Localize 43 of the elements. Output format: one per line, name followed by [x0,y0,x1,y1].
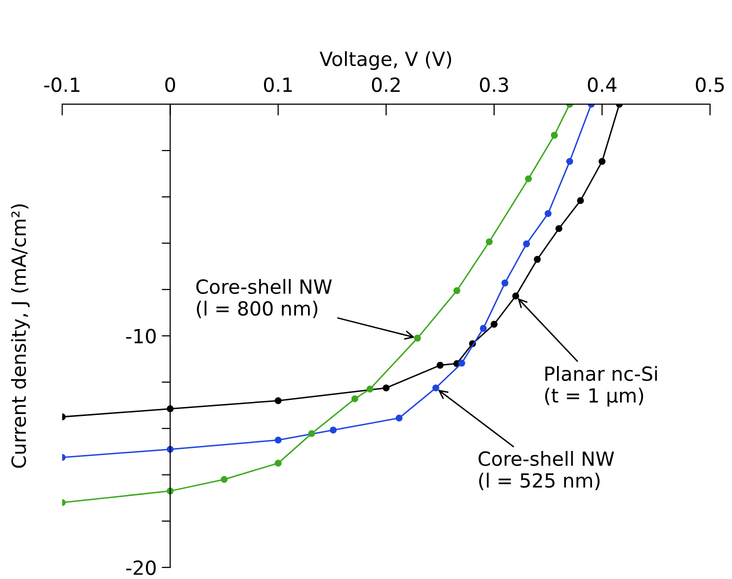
point [534,256,541,263]
y-axis-title: Current density, J (mA/cm²) [11,204,30,468]
point [396,414,403,422]
point [308,430,316,438]
annotation: Core-shell NW (l = 525 nm) [478,450,614,490]
point [480,324,487,332]
point [524,175,532,182]
x-tick-label: 0.5 [696,77,724,92]
point [351,395,358,402]
point [550,132,558,139]
point [486,238,493,246]
x-tick-label: 0.1 [264,77,292,92]
x-axis-title: Voltage, V (V) [320,51,452,70]
point [274,460,282,467]
point [577,197,584,204]
point [512,292,520,300]
point [501,280,508,286]
point [566,158,574,165]
point [382,384,390,392]
y-tick-label: -10 [126,328,156,344]
x-tick-label: 0.4 [588,77,616,92]
point [432,384,440,392]
y-tick-label: -20 [126,560,156,576]
x-tick-label: 0 [165,77,176,92]
annotation: Planar nc-Si (t = 1 μm) [545,366,657,407]
point [330,426,337,434]
point [458,360,466,367]
point [414,334,421,342]
annotation: Core-shell NW (l = 800 nm) [196,278,332,318]
point [555,225,562,232]
point [598,158,606,165]
x-tick-label: 0.2 [372,77,400,92]
point [366,386,374,393]
point [453,287,460,294]
point [274,397,282,404]
point [220,476,228,483]
x-tick-label: 0.3 [480,77,508,92]
point [436,362,444,369]
point [490,320,498,328]
point [523,240,530,248]
point [274,436,282,444]
x-tick-label: -0.1 [44,77,80,92]
point [544,210,552,218]
